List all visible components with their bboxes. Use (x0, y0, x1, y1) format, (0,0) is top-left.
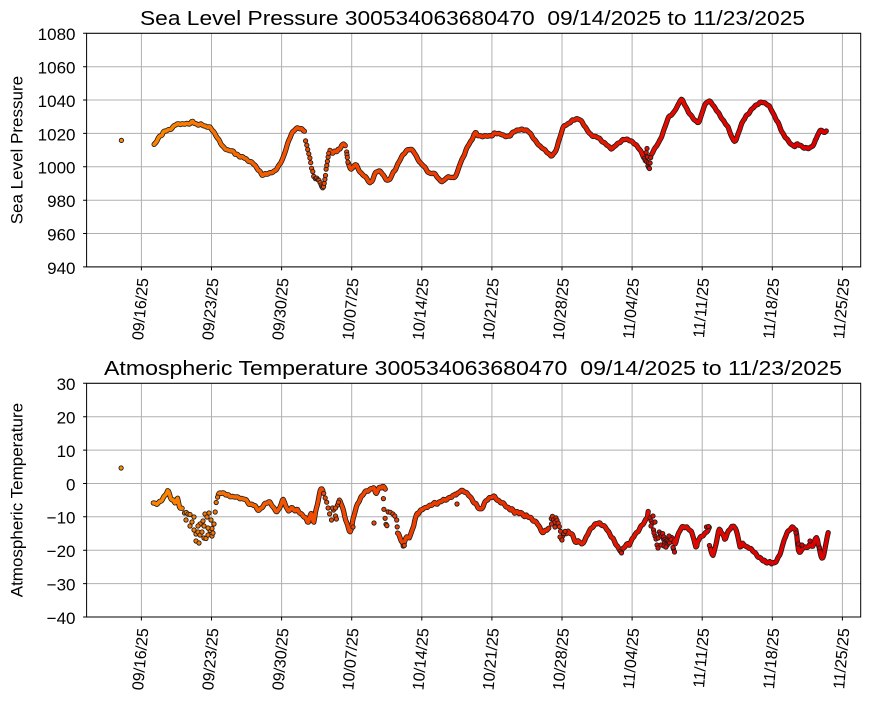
svg-text:−20: −20 (47, 542, 76, 561)
svg-text:09/30/25: 09/30/25 (270, 627, 292, 691)
svg-text:Atmospheric Temperature 300534: Atmospheric Temperature 300534063680470 … (104, 358, 842, 380)
svg-text:0: 0 (66, 475, 75, 494)
svg-text:1060: 1060 (38, 59, 76, 78)
svg-text:−30: −30 (47, 576, 76, 595)
svg-text:09/23/25: 09/23/25 (200, 627, 222, 691)
svg-text:10/14/25: 10/14/25 (410, 627, 432, 691)
svg-text:11/18/25: 11/18/25 (761, 277, 783, 339)
svg-text:30: 30 (57, 375, 76, 394)
svg-text:1020: 1020 (38, 125, 76, 144)
svg-text:10/21/25: 10/21/25 (481, 277, 503, 341)
svg-text:1080: 1080 (38, 25, 76, 44)
svg-text:Sea Level Pressure 30053406368: Sea Level Pressure 300534063680470 09/14… (140, 8, 805, 30)
svg-text:11/04/25: 11/04/25 (621, 627, 643, 689)
svg-text:09/23/25: 09/23/25 (200, 277, 222, 341)
svg-text:10/14/25: 10/14/25 (410, 277, 432, 341)
svg-text:−10: −10 (47, 509, 76, 528)
svg-text:10/07/25: 10/07/25 (340, 277, 362, 341)
svg-text:10/28/25: 10/28/25 (551, 277, 573, 341)
svg-text:10/21/25: 10/21/25 (481, 627, 503, 691)
svg-text:09/16/25: 09/16/25 (130, 627, 152, 691)
svg-text:09/16/25: 09/16/25 (130, 277, 152, 341)
svg-text:10/28/25: 10/28/25 (551, 627, 573, 691)
svg-text:1040: 1040 (38, 92, 76, 111)
svg-text:Atmospheric Temperature: Atmospheric Temperature (8, 403, 27, 597)
svg-text:11/04/25: 11/04/25 (621, 277, 643, 339)
svg-text:11/25/25: 11/25/25 (831, 277, 853, 339)
svg-text:980: 980 (47, 192, 75, 211)
svg-text:11/18/25: 11/18/25 (761, 627, 783, 689)
svg-text:Sea Level Pressure: Sea Level Pressure (8, 76, 27, 224)
svg-text:11/11/25: 11/11/25 (691, 277, 713, 338)
svg-text:940: 940 (47, 259, 75, 278)
svg-text:09/30/25: 09/30/25 (270, 277, 292, 341)
svg-text:1000: 1000 (38, 159, 76, 178)
svg-text:10: 10 (57, 442, 76, 461)
svg-text:−40: −40 (47, 609, 76, 628)
svg-text:960: 960 (47, 225, 75, 244)
svg-text:10/07/25: 10/07/25 (340, 627, 362, 691)
svg-text:11/11/25: 11/11/25 (691, 627, 713, 688)
svg-text:11/25/25: 11/25/25 (831, 627, 853, 689)
svg-text:20: 20 (57, 409, 76, 428)
